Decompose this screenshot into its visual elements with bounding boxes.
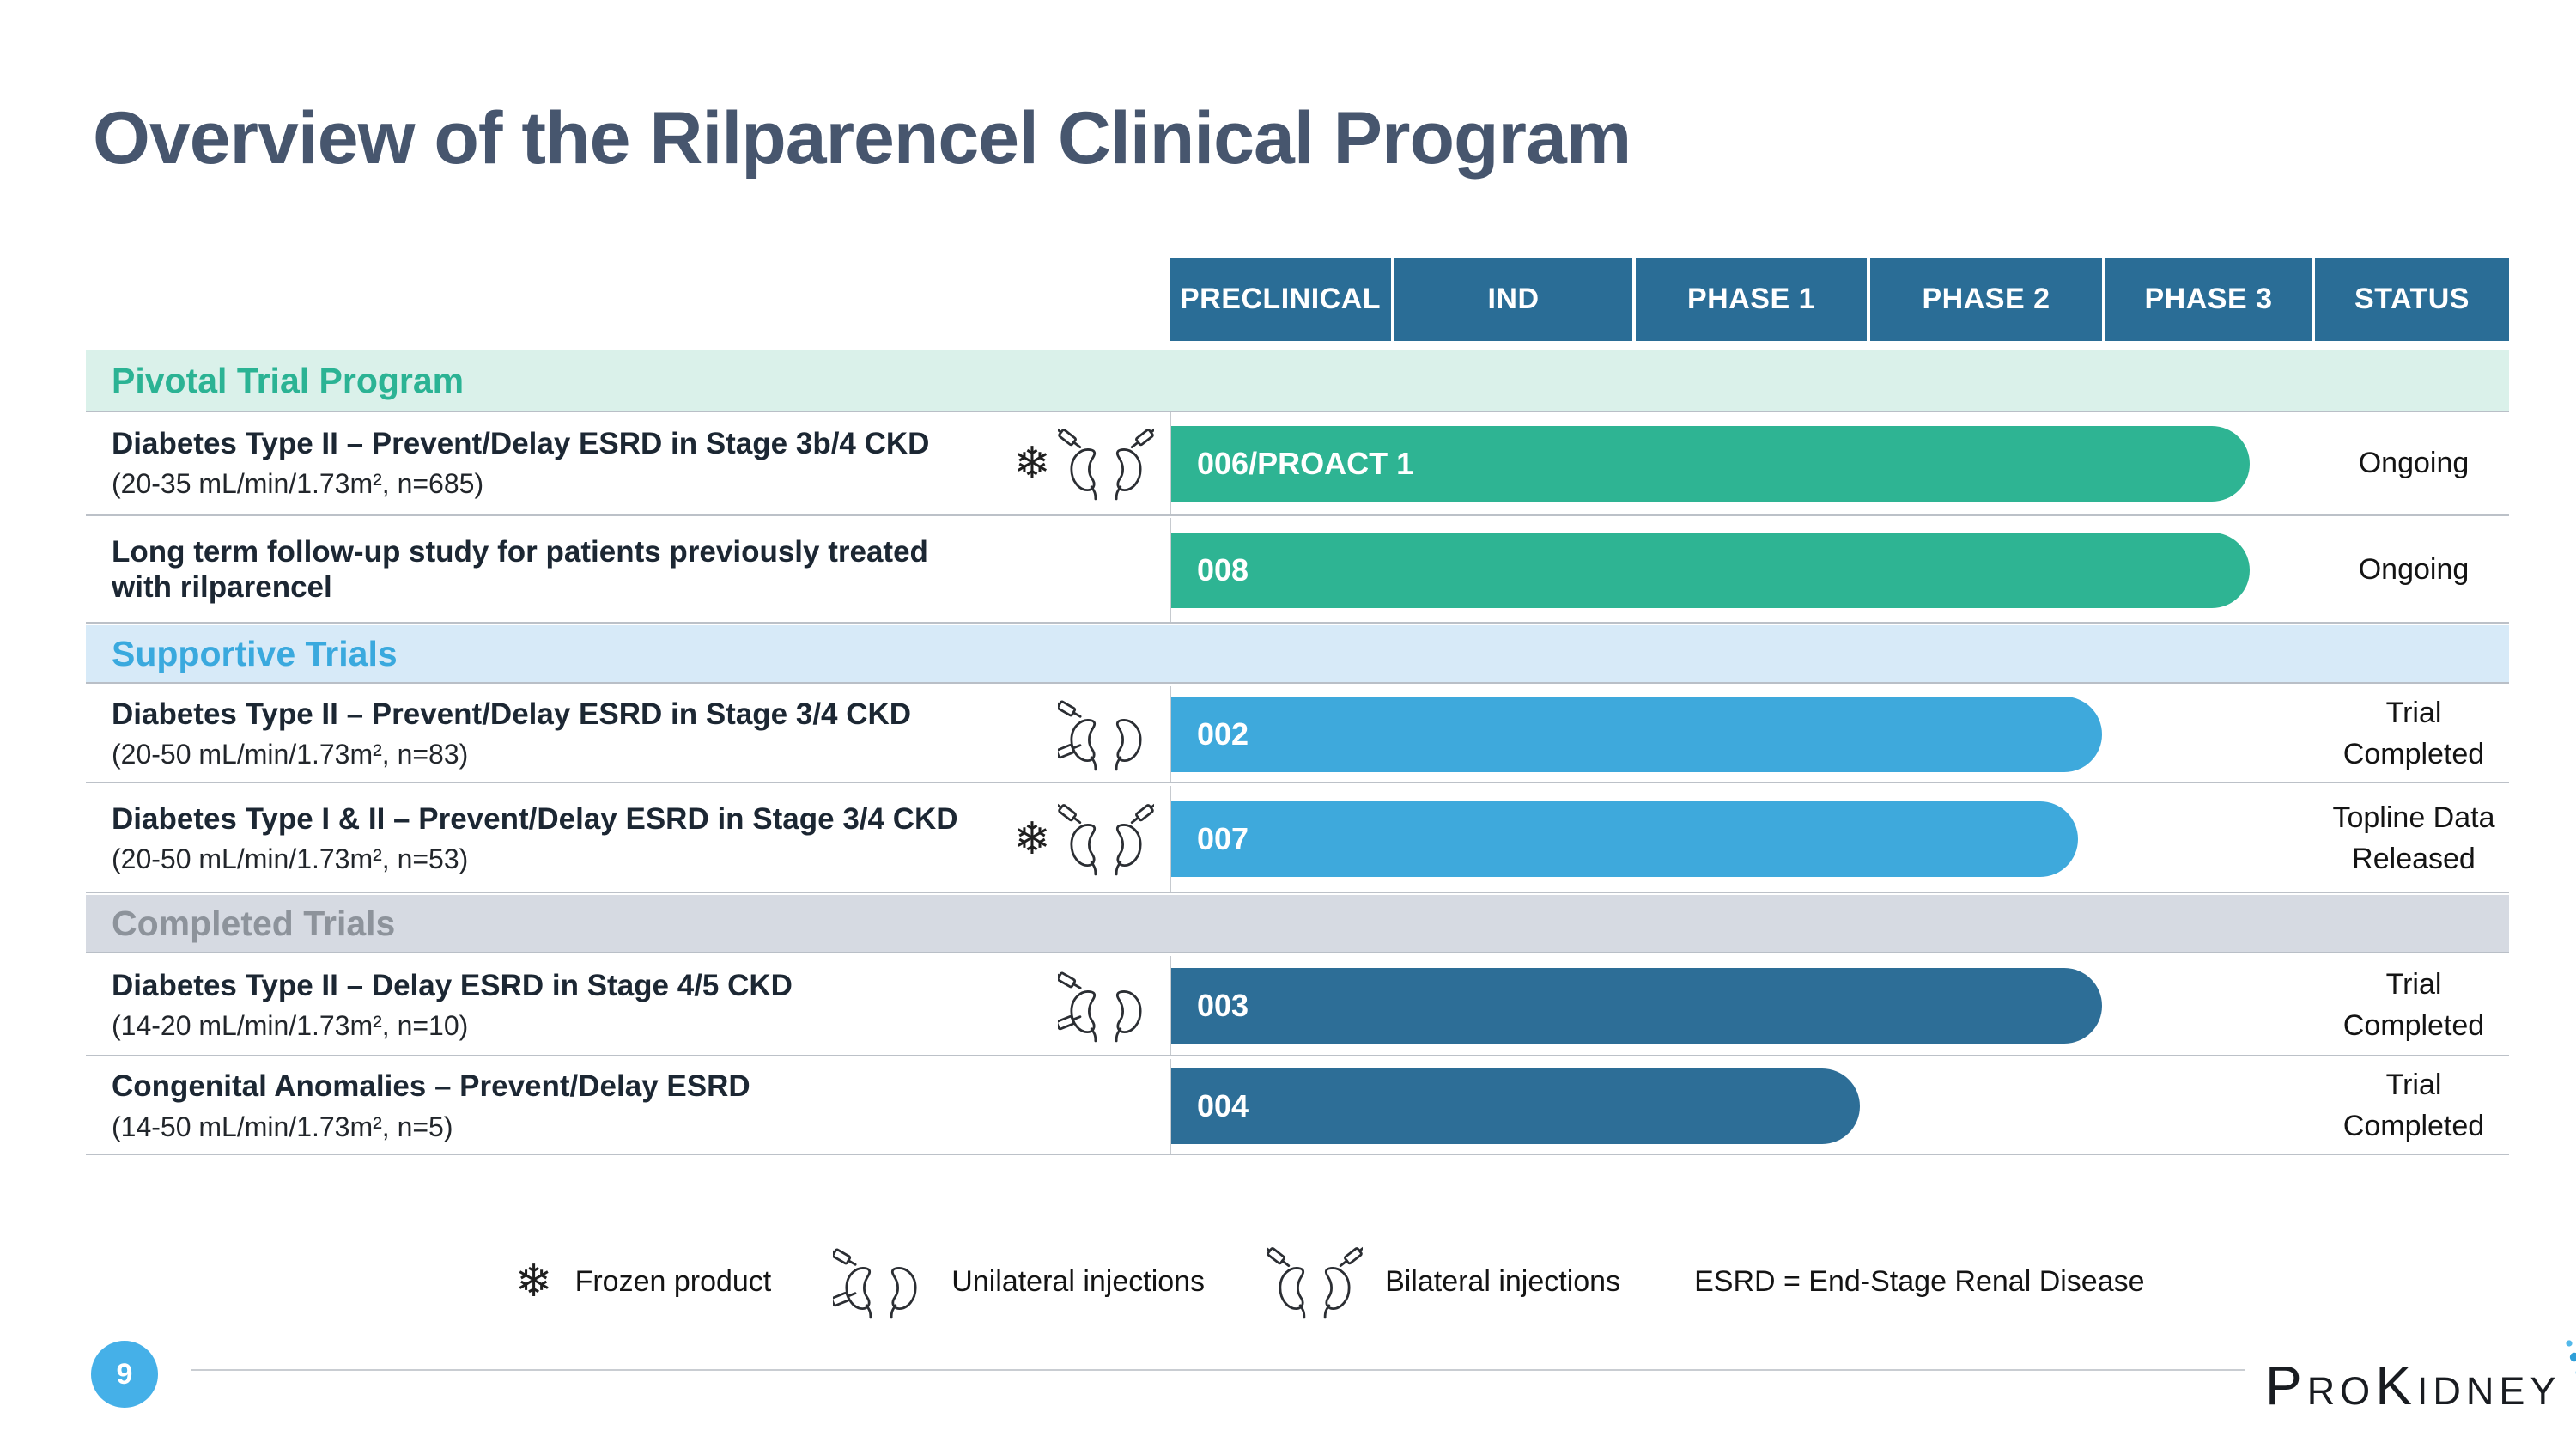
legend-icon-holder	[827, 1239, 929, 1324]
trial-subtitle: (20-50 mL/min/1.73m², n=83)	[112, 739, 469, 770]
trial-row-006: Diabetes Type II – Prevent/Delay ESRD in…	[86, 412, 2509, 516]
status-text: Ongoing	[2358, 446, 2470, 479]
section-band-completed: Completed Trials	[86, 895, 2509, 953]
section-band-pivotal: Pivotal Trial Program	[86, 350, 2509, 412]
trial-icons: ❄	[970, 412, 1170, 514]
trial-label: Diabetes Type II – Prevent/Delay ESRD in…	[86, 412, 970, 514]
bar-label: 002	[1197, 715, 1249, 752]
unilateral-injections-icon	[1052, 963, 1154, 1048]
bar-label: 004	[1197, 1088, 1249, 1123]
trial-chart-cell: 002 Trial Completed	[1170, 686, 2509, 782]
section-band-supportive: Supportive Trials	[86, 625, 2509, 684]
trial-label: Diabetes Type II – Delay ESRD in Stage 4…	[86, 956, 970, 1055]
trial-label: Diabetes Type II – Prevent/Delay ESRD in…	[86, 686, 970, 782]
trial-chart-cell: 004 Trial Completed	[1170, 1059, 2509, 1154]
trial-title: Congenital Anomalies – Prevent/Delay ESR…	[112, 1069, 750, 1104]
trial-progress-bar: 003	[1171, 967, 2103, 1044]
trial-label: Long term follow-up study for patients p…	[86, 518, 970, 622]
bar-label: 006/PROACT 1	[1197, 445, 1414, 481]
bilateral-injections-icon	[1264, 1246, 1365, 1324]
page-title: Overview of the Rilparencel Clinical Pro…	[93, 97, 1631, 180]
trial-icons	[970, 1059, 1170, 1154]
frozen-product-icon: ❄	[515, 1256, 553, 1307]
trial-subtitle: (14-20 mL/min/1.73m², n=10)	[112, 1010, 469, 1042]
legend-icon-holder: ❄	[515, 1259, 553, 1304]
trial-chart-cell: 007 Topline Data Released	[1170, 786, 2509, 892]
trial-title: Long term follow-up study for patients p…	[112, 535, 928, 604]
phase-header-row: PRECLINICAL IND PHASE 1 PHASE 2 PHASE 3 …	[1170, 258, 2509, 341]
trial-label: Diabetes Type I & II – Prevent/Delay ESR…	[86, 786, 970, 892]
unilateral-injections-icon	[827, 1248, 929, 1324]
bar-label: 008	[1197, 551, 1249, 588]
trial-title: Diabetes Type II – Delay ESRD in Stage 4…	[112, 968, 793, 1002]
trial-title: Diabetes Type II – Prevent/Delay ESRD in…	[112, 697, 912, 731]
trial-chart-cell: 003 Trial Completed	[1170, 956, 2509, 1055]
trial-row-007: Diabetes Type I & II – Prevent/Delay ESR…	[86, 786, 2509, 893]
trial-row-004: Congenital Anomalies – Prevent/Delay ESR…	[86, 1059, 2509, 1155]
trial-label: Congenital Anomalies – Prevent/Delay ESR…	[86, 1059, 970, 1154]
trial-row-008: Long term follow-up study for patients p…	[86, 518, 2509, 624]
status-text: Trial Completed	[2342, 1068, 2485, 1142]
trial-chart-cell: 006/PROACT 1 Ongoing	[1170, 412, 2509, 514]
status-text: Topline Data Released	[2332, 801, 2495, 875]
column-header-status: STATUS	[2315, 258, 2509, 341]
trial-icons: ❄	[970, 786, 1170, 892]
prokidney-logo: ProKidney	[2265, 1323, 2576, 1448]
trial-subtitle: (14-50 mL/min/1.73m², n=5)	[112, 1111, 453, 1142]
legend-icon-holder	[1264, 1239, 1365, 1324]
trial-progress-bar: 008	[1171, 532, 2250, 608]
column-header-phase1: PHASE 1	[1636, 258, 1867, 341]
trial-chart-cell: 008 Ongoing	[1170, 518, 2509, 622]
clinical-pipeline-table: PRECLINICAL IND PHASE 1 PHASE 2 PHASE 3 …	[86, 258, 2509, 1160]
trial-title: Diabetes Type II – Prevent/Delay ESRD in…	[112, 426, 930, 460]
frozen-product-icon: ❄	[1013, 813, 1051, 865]
column-header-ind: IND	[1394, 258, 1632, 341]
trial-progress-bar: 006/PROACT 1	[1171, 425, 2250, 502]
bilateral-injections-icon	[1055, 421, 1157, 506]
trial-progress-bar: 002	[1171, 696, 2103, 772]
column-header-preclinical: PRECLINICAL	[1170, 258, 1391, 341]
footer-divider-line	[191, 1369, 2245, 1371]
trial-icons	[970, 686, 1170, 782]
trial-title: Diabetes Type I & II – Prevent/Delay ESR…	[112, 801, 958, 836]
legend-item-frozen: ❄ Frozen product	[515, 1259, 771, 1304]
page-number-badge: 9	[91, 1341, 158, 1408]
trial-subtitle: (20-35 mL/min/1.73m², n=685)	[112, 468, 484, 500]
trial-progress-bar: 007	[1171, 801, 2079, 877]
legend-label: Frozen product	[574, 1264, 772, 1298]
esrd-definition-note: ESRD = End-Stage Renal Disease	[1694, 1264, 2145, 1298]
trial-subtitle: (20-50 mL/min/1.73m², n=53)	[112, 843, 469, 875]
prokidney-logo-dots-icon	[2566, 1340, 2576, 1362]
trial-icons	[970, 518, 1170, 622]
column-header-phase3: PHASE 3	[2105, 258, 2312, 341]
trial-row-003: Diabetes Type II – Delay ESRD in Stage 4…	[86, 956, 2509, 1056]
legend-item-unilateral: Unilateral injections	[827, 1239, 1206, 1324]
trial-icons	[970, 956, 1170, 1055]
column-header-phase2: PHASE 2	[1870, 258, 2102, 341]
bar-label: 007	[1197, 820, 1249, 856]
trial-progress-bar: 004	[1171, 1068, 1861, 1144]
prokidney-logo-text: ProKidney	[2265, 1355, 2561, 1416]
frozen-product-icon: ❄	[1013, 437, 1051, 490]
legend-label: Bilateral injections	[1385, 1264, 1621, 1298]
bar-label: 003	[1197, 987, 1249, 1023]
trial-row-002: Diabetes Type II – Prevent/Delay ESRD in…	[86, 686, 2509, 783]
status-text: Trial Completed	[2342, 967, 2485, 1042]
unilateral-injections-icon	[1052, 691, 1154, 776]
legend-item-bilateral: Bilateral injections	[1264, 1239, 1621, 1324]
bilateral-injections-icon	[1055, 796, 1157, 881]
legend-label: Unilateral injections	[951, 1264, 1206, 1298]
status-text: Ongoing	[2358, 552, 2470, 586]
status-text: Trial Completed	[2342, 696, 2485, 770]
legend: ❄ Frozen product Unilateral injections B…	[515, 1239, 2145, 1324]
